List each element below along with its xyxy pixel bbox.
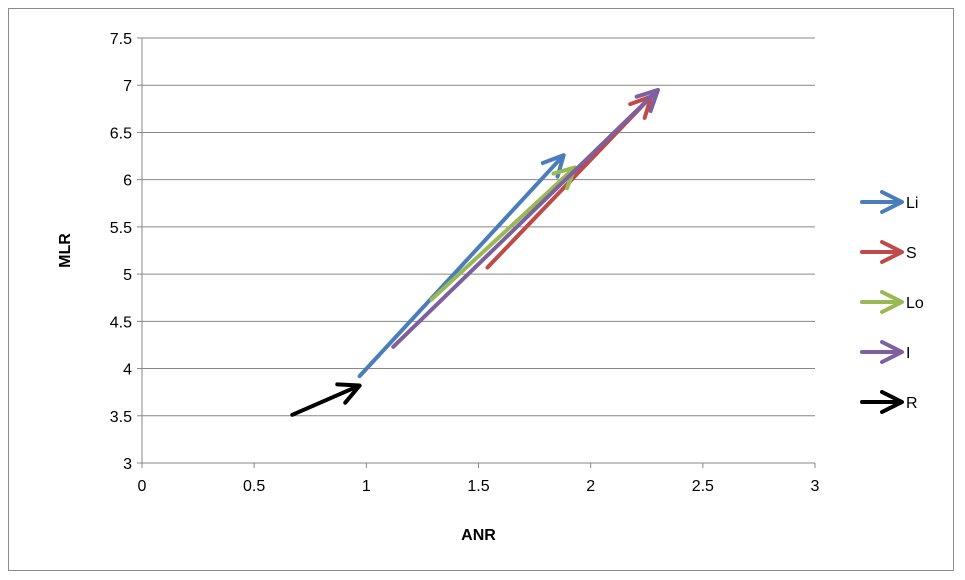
legend-label: R bbox=[906, 395, 918, 412]
legend-item-li: Li bbox=[860, 190, 918, 214]
legend-arrow-r bbox=[860, 390, 904, 414]
legend-arrow-i bbox=[860, 340, 904, 364]
series-arrow-i bbox=[391, 87, 660, 349]
x-tick-label: 2.5 bbox=[692, 478, 714, 495]
y-tick-label: 4.5 bbox=[110, 314, 132, 331]
series-arrow-lo bbox=[429, 165, 577, 302]
gridlines bbox=[142, 37, 815, 417]
y-tick-label: 3.5 bbox=[110, 409, 132, 426]
legend-label: I bbox=[906, 345, 910, 362]
x-tick-labels: 0 0.5 1 1.5 2 2.5 3 bbox=[138, 478, 820, 495]
legend-arrow-li bbox=[860, 190, 904, 214]
y-tick-label: 6.5 bbox=[110, 125, 132, 142]
y-tick-label: 5 bbox=[123, 267, 132, 284]
legend-arrow-lo bbox=[860, 290, 904, 314]
x-tick-label: 0.5 bbox=[243, 478, 265, 495]
legend-label: Lo bbox=[906, 295, 924, 312]
y-tick-label: 7 bbox=[123, 78, 132, 95]
legend-label: S bbox=[906, 245, 917, 262]
y-tick-label: 6 bbox=[123, 173, 132, 190]
chart-frame bbox=[8, 8, 954, 571]
legend-item-lo: Lo bbox=[860, 290, 924, 314]
x-axis-title: ANR bbox=[461, 527, 496, 544]
legend-arrow-s bbox=[860, 240, 904, 264]
y-tick-label: 5.5 bbox=[110, 220, 132, 237]
x-tick-label: 1.5 bbox=[467, 478, 489, 495]
series-arrow-li bbox=[357, 153, 566, 379]
series-arrows bbox=[290, 87, 660, 417]
y-tick-label: 7.5 bbox=[110, 31, 132, 48]
legend: Li S Lo I R bbox=[860, 190, 924, 414]
legend-item-r: R bbox=[860, 390, 918, 414]
x-tick-label: 1 bbox=[362, 478, 371, 495]
legend-label: Li bbox=[906, 195, 918, 212]
legend-item-s: S bbox=[860, 240, 917, 264]
y-tick-label: 3 bbox=[123, 456, 132, 473]
x-tick-label: 3 bbox=[811, 478, 820, 495]
y-tick-labels: 3 3.5 4 4.5 5 5.5 6 6.5 7 7.5 bbox=[110, 31, 132, 473]
axes bbox=[137, 37, 816, 468]
y-axis-title: MLR bbox=[57, 233, 74, 268]
x-tick-label: 0 bbox=[138, 478, 147, 495]
series-arrow-r bbox=[290, 382, 362, 417]
y-tick-label: 4 bbox=[123, 362, 132, 379]
x-tick-label: 2 bbox=[586, 478, 595, 495]
legend-item-i: I bbox=[860, 340, 910, 364]
